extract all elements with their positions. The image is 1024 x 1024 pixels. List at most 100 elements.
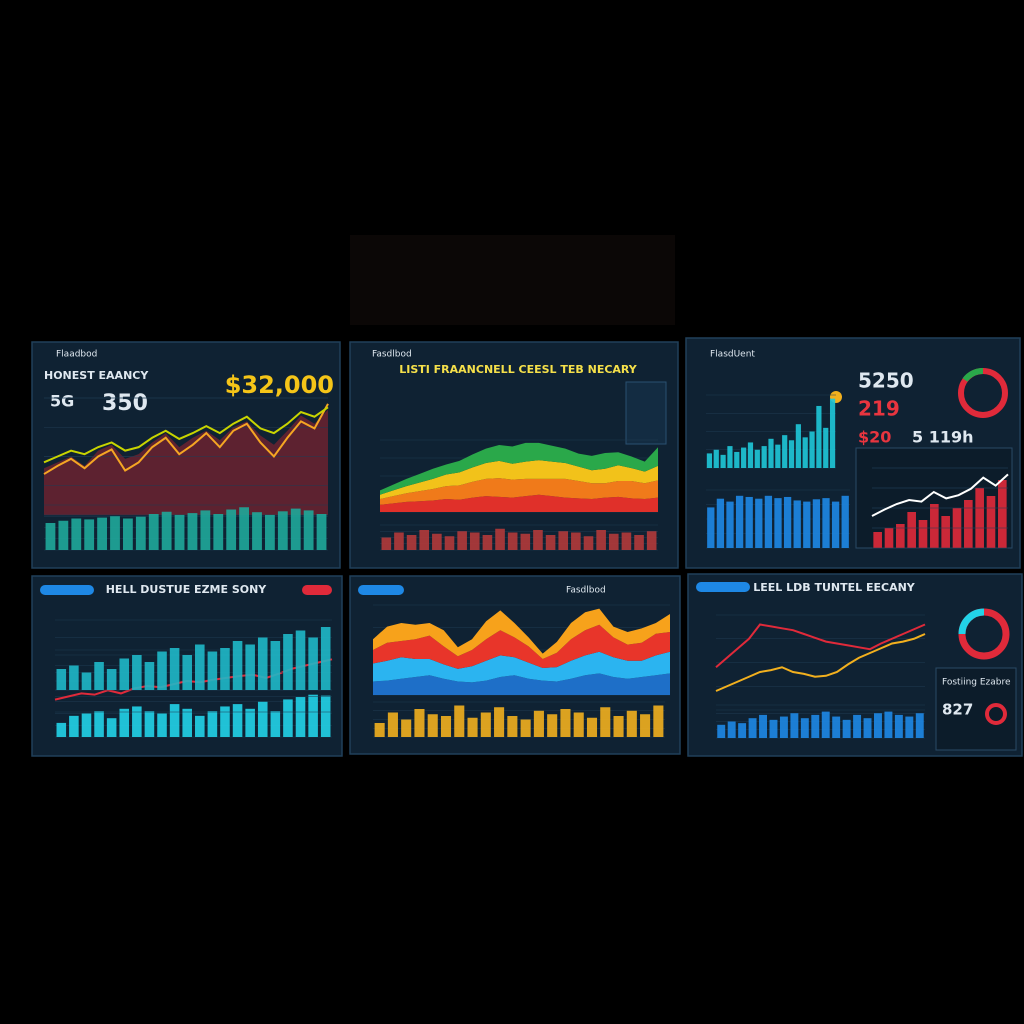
bar: [226, 509, 237, 550]
bar: [533, 530, 543, 550]
bar: [586, 717, 598, 737]
bar: [608, 533, 619, 550]
bar: [829, 398, 836, 468]
button[interactable]: [302, 585, 332, 595]
bar: [930, 504, 939, 548]
tab[interactable]: [40, 585, 94, 595]
bar: [110, 516, 120, 550]
bar: [768, 438, 774, 468]
bar: [169, 648, 180, 690]
gauge-arc: [958, 608, 985, 635]
bar: [774, 498, 782, 548]
bar: [132, 655, 142, 690]
bar: [745, 496, 753, 548]
bar: [290, 508, 301, 550]
bar: [520, 533, 531, 550]
kpi: 5G: [50, 392, 74, 411]
bar: [220, 706, 230, 737]
bar: [270, 641, 281, 690]
bar: [495, 528, 505, 550]
stacked-area: [373, 673, 670, 695]
bar: [454, 705, 465, 737]
bar: [401, 719, 412, 737]
bar: [257, 637, 268, 690]
bar: [69, 665, 79, 690]
bar: [874, 713, 882, 738]
bar: [896, 524, 905, 548]
stacked-area: [373, 651, 670, 683]
bar: [621, 532, 632, 550]
bar: [394, 532, 404, 550]
bar: [265, 514, 275, 550]
bar: [308, 694, 318, 737]
bar: [821, 711, 830, 738]
bar: [761, 446, 767, 468]
kpi: 350: [102, 391, 148, 416]
bar: [182, 655, 192, 690]
bar: [84, 519, 95, 550]
bar: [213, 514, 224, 550]
bar: [545, 535, 556, 550]
bar: [863, 718, 872, 738]
bar: [520, 719, 531, 737]
bar: [414, 709, 425, 737]
bar: [97, 517, 107, 550]
bar: [106, 669, 117, 690]
bar: [735, 495, 744, 548]
bar: [316, 514, 327, 550]
bar: [653, 705, 664, 737]
bar: [469, 532, 480, 550]
bar: [741, 447, 747, 468]
bar: [387, 712, 398, 737]
bar: [775, 444, 781, 468]
bar: [148, 514, 159, 550]
bar: [769, 719, 778, 738]
bar: [803, 501, 811, 548]
bar: [123, 518, 133, 550]
bar: [915, 713, 924, 738]
line: [43, 403, 329, 475]
bar: [640, 714, 651, 737]
bar: [873, 532, 882, 548]
tab[interactable]: [696, 582, 750, 592]
area: [44, 409, 328, 515]
bar: [812, 499, 821, 548]
bar: [800, 718, 809, 738]
bar: [232, 641, 243, 690]
kpi: $20: [858, 428, 891, 447]
bar: [583, 536, 594, 550]
bar: [381, 537, 392, 550]
bar: [169, 704, 180, 737]
bar: [303, 510, 314, 550]
bar: [427, 714, 438, 737]
bar: [717, 724, 726, 738]
bar: [106, 718, 117, 737]
bar: [853, 714, 862, 738]
bar: [56, 722, 67, 737]
bar: [182, 708, 192, 737]
bar: [195, 715, 205, 737]
bar: [467, 717, 478, 737]
bar: [634, 535, 644, 550]
bar: [747, 442, 754, 468]
bar: [69, 715, 79, 737]
panel-title: HELL DUSTUE EZME SONY: [106, 583, 268, 596]
bar: [842, 719, 851, 738]
kpi: 5250: [858, 369, 914, 393]
bar: [245, 644, 255, 690]
tab[interactable]: [358, 585, 404, 595]
bar: [571, 532, 581, 550]
bar: [71, 518, 82, 550]
bar: [727, 446, 733, 468]
bar: [790, 713, 799, 738]
bar: [816, 405, 822, 468]
bar: [119, 708, 130, 737]
bar: [558, 531, 569, 550]
bar: [907, 512, 916, 548]
bar: [560, 709, 571, 737]
bar: [200, 510, 211, 550]
kpi: 5 119h: [912, 428, 974, 447]
bar: [283, 634, 293, 690]
bar: [884, 711, 893, 738]
bar: [613, 716, 624, 737]
